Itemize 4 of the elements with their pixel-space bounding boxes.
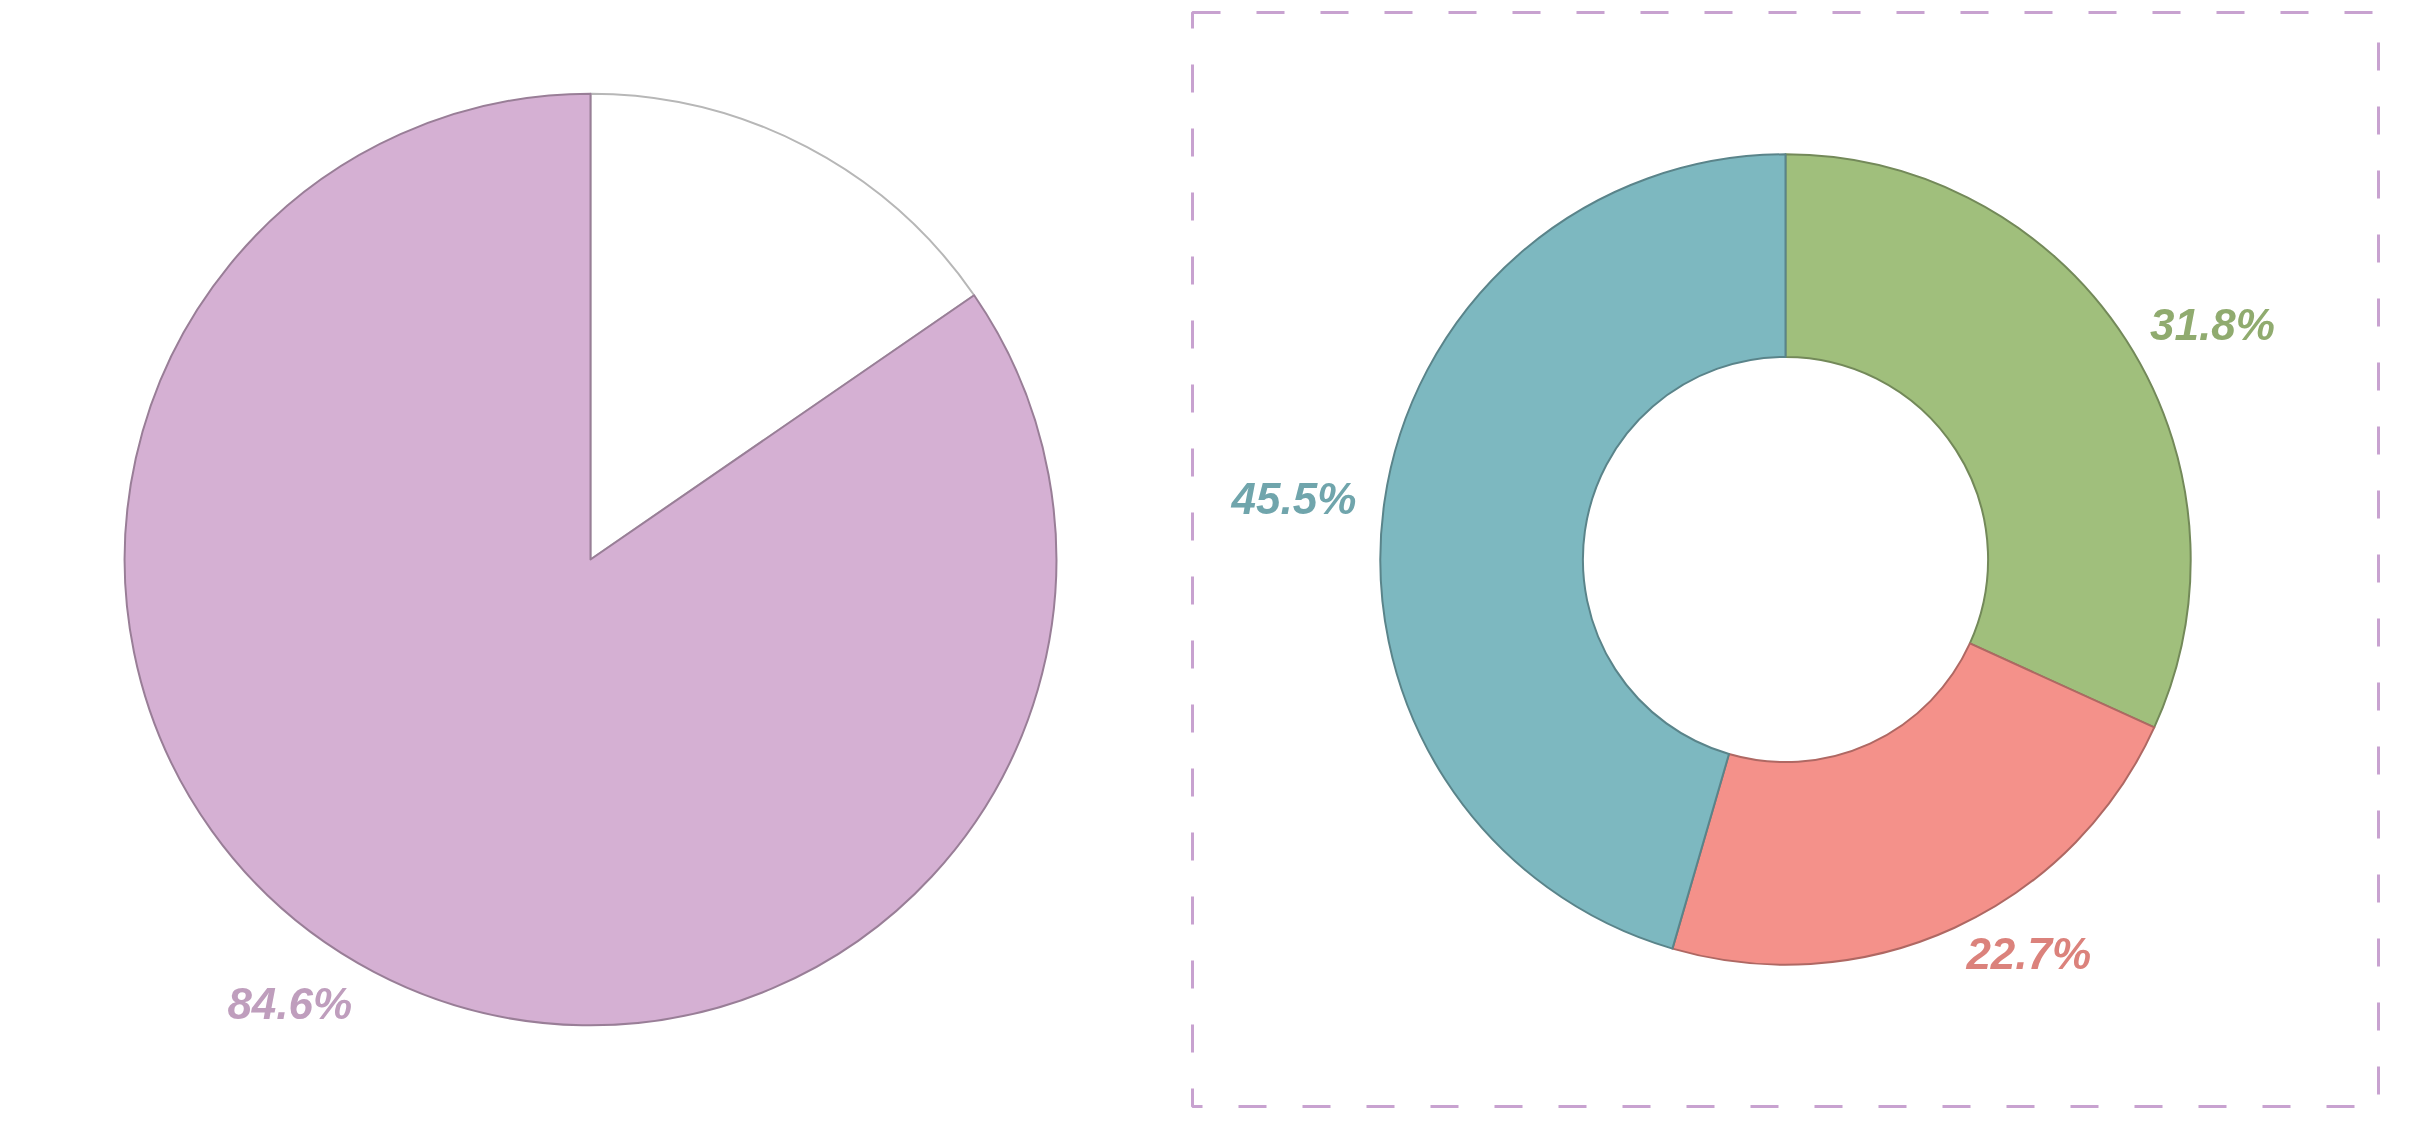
data-label: 22.7% [1965, 929, 2092, 979]
data-label: 84.6% [227, 978, 353, 1028]
data-label: 31.8% [2150, 300, 2275, 350]
data-label: 45.5% [1230, 473, 1357, 523]
